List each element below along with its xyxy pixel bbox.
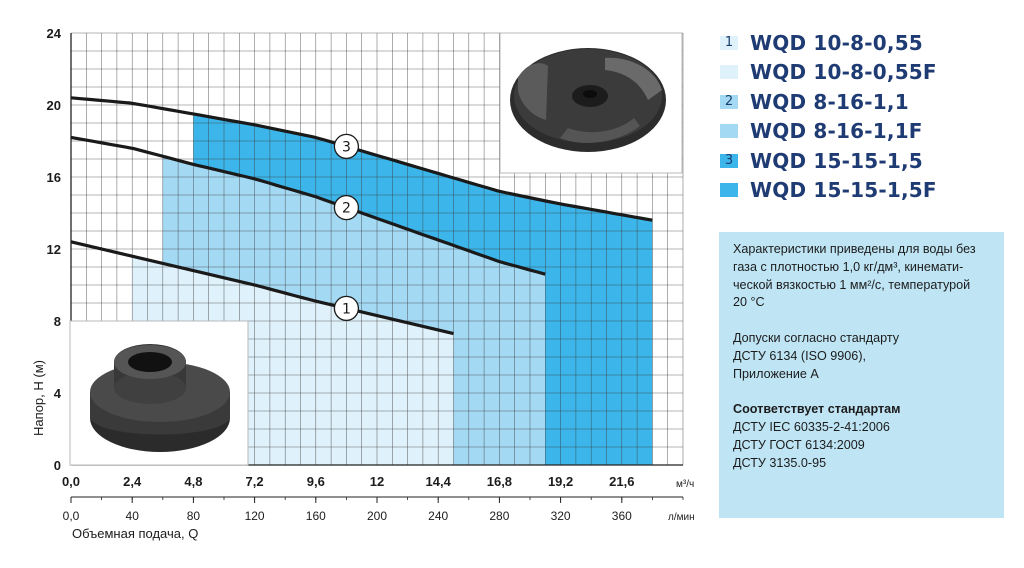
y-tick-label: 8 xyxy=(54,314,61,329)
legend-swatch xyxy=(720,65,738,80)
y-tick-label: 24 xyxy=(47,26,62,41)
notes-line: газа с плотностью 1,0 кг/дм³, кинемати- xyxy=(733,259,964,274)
notes-line: ческой вязкостью 1 мм²/с, температурой xyxy=(733,277,971,292)
legend-swatch xyxy=(720,183,738,198)
impeller-closed-icon xyxy=(69,320,249,466)
legend-item: WQD 10-8-0,55F xyxy=(718,58,1018,88)
notes-line: ДСТУ 3135.0-95 xyxy=(733,455,827,470)
x-tick-label-bottom: 320 xyxy=(551,509,571,523)
legend: 1 WQD 10-8-0,55 WQD 10-8-0,55F 2 WQD 8-16-1,… xyxy=(718,28,1018,205)
legend-item: WQD 8-16-1,1F xyxy=(718,117,1018,147)
notes-panel: Характеристики приведены для воды без га… xyxy=(719,232,1004,518)
x-tick-label-top: 7,2 xyxy=(246,474,264,489)
legend-label: WQD 15-15-1,5 xyxy=(750,148,923,173)
x-tick-label-top: 0,0 xyxy=(62,474,80,489)
pump-curves xyxy=(70,96,653,336)
x-tick-label-bottom: 120 xyxy=(245,509,265,523)
curve-marker-label: 2 xyxy=(342,201,351,217)
curve-marker-1 xyxy=(333,295,360,322)
x-tick-label-top: 2,4 xyxy=(123,474,142,489)
curve-3 xyxy=(70,96,653,222)
legend-item: 3 WQD 15-15-1,5 xyxy=(718,146,1018,176)
notes-line: ДСТУ ГОСТ 6134:2009 xyxy=(733,437,865,452)
legend-label: WQD 8-16-1,1F xyxy=(750,119,923,144)
legend-swatch: 3 xyxy=(720,153,738,168)
x-tick-label-top: 12 xyxy=(370,474,384,489)
x-tick-label-top: 21,6 xyxy=(609,474,634,489)
curve-2 xyxy=(70,135,546,276)
legend-label: WQD 8-16-1,1 xyxy=(750,89,909,114)
curve-marker-label: 3 xyxy=(342,139,351,155)
y-tick-label: 4 xyxy=(54,386,62,401)
curve-markers: 1 2 3 xyxy=(333,133,360,322)
x-tick-label-bottom: 240 xyxy=(428,509,448,523)
notes-line: ДСТУ IEC 60335-2-41:2006 xyxy=(733,419,890,434)
curve-marker-label: 1 xyxy=(342,301,351,317)
notes-line: Приложение А xyxy=(733,366,819,381)
y-tick-label: 12 xyxy=(47,242,61,257)
notes-heading: Соответствует стандартам xyxy=(733,402,901,417)
x-axis-label: Объемная подача, Q xyxy=(72,526,198,541)
y-tick-label: 0 xyxy=(54,458,61,473)
x-tick-label-bottom: 280 xyxy=(489,509,509,523)
legend-label: WQD 15-15-1,5F xyxy=(750,178,937,203)
legend-label: WQD 10-8-0,55F xyxy=(750,60,937,85)
legend-swatch: 1 xyxy=(720,35,738,50)
notes-line: Характеристики приведены для воды без xyxy=(733,242,976,256)
x-tick-label-bottom: 40 xyxy=(126,509,140,523)
y-axis-label: Напор, Н (м) xyxy=(31,360,46,436)
x-tick-label-bottom: 80 xyxy=(187,509,201,523)
x-tick-label-top: 14,4 xyxy=(426,474,452,489)
notes-line: Допуски согласно стандарту xyxy=(733,330,900,345)
x-tick-label-bottom: 200 xyxy=(367,509,387,523)
legend-swatch: 2 xyxy=(720,94,738,109)
notes-line: 20 °С xyxy=(733,295,765,310)
x-tick-label-top: 9,6 xyxy=(307,474,325,489)
x-unit-top: м³/ч xyxy=(676,479,694,490)
legend-item: 1 WQD 10-8-0,55 xyxy=(718,28,1018,58)
x-tick-label-top: 4,8 xyxy=(184,474,202,489)
legend-item: 2 WQD 8-16-1,1 xyxy=(718,87,1018,117)
legend-label: WQD 10-8-0,55 xyxy=(750,30,923,55)
legend-item: WQD 15-15-1,5F xyxy=(718,176,1018,206)
impeller-open-icon xyxy=(499,32,683,174)
y-tick-label: 20 xyxy=(47,98,61,113)
x-tick-label-bottom: 160 xyxy=(306,509,326,523)
x-tick-label-top: 19,2 xyxy=(548,474,573,489)
x-unit-bottom: л/мин xyxy=(668,512,695,523)
y-tick-label: 16 xyxy=(47,170,61,185)
curve-marker-3 xyxy=(333,133,360,160)
legend-swatch xyxy=(720,124,738,139)
notes-line: ДСТУ 6134 (ISO 9906), xyxy=(733,348,867,363)
x-tick-label-bottom: 360 xyxy=(612,509,632,523)
x-tick-label-bottom: 0,0 xyxy=(63,509,80,523)
x-tick-label-top: 16,8 xyxy=(487,474,512,489)
curve-marker-2 xyxy=(333,194,360,221)
curve-1 xyxy=(70,240,454,336)
